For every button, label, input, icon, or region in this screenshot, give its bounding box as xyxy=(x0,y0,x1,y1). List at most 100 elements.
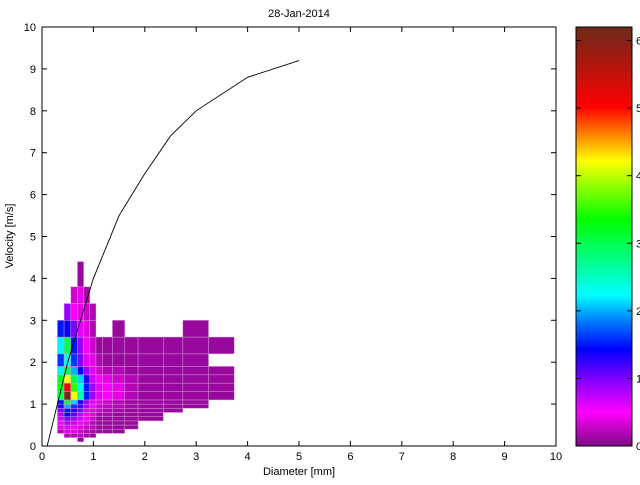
y-tick-label: 7 xyxy=(30,148,36,160)
heatmap-cell xyxy=(77,374,84,384)
heatmap-cell xyxy=(112,353,126,367)
heatmap-cell xyxy=(63,382,72,392)
heatmap-cell xyxy=(70,412,78,417)
x-axis-label: Diameter [mm] xyxy=(263,466,335,478)
heatmap-cell xyxy=(70,407,78,413)
heatmap-cell xyxy=(102,399,113,405)
heatmap-cell xyxy=(70,428,78,434)
heatmap-cell xyxy=(70,433,78,438)
heatmap-cell xyxy=(124,416,139,422)
heatmap-cell xyxy=(124,391,139,401)
heatmap-cell xyxy=(182,353,209,367)
heatmap-cell xyxy=(57,428,65,434)
heatmap-cell xyxy=(95,412,103,417)
heatmap-cell xyxy=(77,433,84,438)
heatmap-cell xyxy=(163,353,184,367)
heatmap-cell xyxy=(89,382,97,392)
heatmap-cell xyxy=(182,399,209,405)
heatmap-cell xyxy=(182,319,209,338)
colorbar-tick-label: 1000 xyxy=(636,373,640,385)
heatmap-cell xyxy=(57,336,65,355)
heatmap-cell xyxy=(63,420,72,426)
y-tick-label: 1 xyxy=(30,399,36,411)
heatmap-cell xyxy=(77,286,84,304)
heatmap-cell xyxy=(77,336,84,355)
heatmap-cell xyxy=(70,391,78,401)
heatmap-cell xyxy=(102,424,113,430)
y-tick-label: 0 xyxy=(30,441,36,453)
heatmap-cell xyxy=(89,407,97,413)
heatmap-cell xyxy=(63,319,72,338)
y-tick-label: 5 xyxy=(30,232,36,244)
heatmap-cell xyxy=(83,420,91,426)
heatmap-cell xyxy=(83,286,91,304)
heatmap-cell xyxy=(102,353,113,367)
heatmap-cell xyxy=(137,374,164,384)
heatmap-cell xyxy=(89,399,97,405)
heatmap-cell xyxy=(63,424,72,430)
x-tick-label: 2 xyxy=(142,451,148,463)
heatmap-cell xyxy=(163,366,184,376)
heatmap-cell xyxy=(112,336,126,355)
x-tick-label: 7 xyxy=(399,451,405,463)
heatmap-cell xyxy=(83,416,91,422)
fit-curve-layer xyxy=(46,60,300,447)
heatmap-cell xyxy=(83,403,91,409)
heatmap-cell xyxy=(89,412,97,417)
heatmap-cell xyxy=(163,336,184,355)
heatmap-cell xyxy=(208,382,235,392)
heatmap-cell xyxy=(124,424,139,430)
heatmap-cell xyxy=(83,374,91,384)
heatmap-cell xyxy=(102,366,113,376)
heatmap-cell xyxy=(70,303,78,321)
heatmap-cell xyxy=(137,412,164,417)
heatmap-cell xyxy=(95,416,103,422)
heatmap-cell xyxy=(112,412,126,417)
heatmap-cell xyxy=(182,391,209,401)
heatmap-cell xyxy=(137,399,164,405)
heatmap-cell xyxy=(137,336,164,355)
heatmap-cell xyxy=(112,416,126,422)
heatmap-cell xyxy=(112,424,126,430)
heatmap-cell xyxy=(89,353,97,367)
heatmap-cell xyxy=(63,403,72,409)
y-tick-label: 3 xyxy=(30,315,36,327)
heatmap-cell xyxy=(95,336,103,355)
heatmap-cell xyxy=(182,366,209,376)
colorbar-tick-label: 2000 xyxy=(636,306,640,318)
heatmap-cell xyxy=(57,424,65,430)
heatmap-cell xyxy=(83,391,91,401)
heatmap-cell xyxy=(63,374,72,384)
colorbar-tick-label: 0 xyxy=(636,441,640,453)
heatmap-cell xyxy=(63,433,72,438)
colorbar-tick-label: 3000 xyxy=(636,238,640,250)
heatmap-cell xyxy=(89,433,97,438)
heatmap-cell xyxy=(63,399,72,405)
heatmap-cell xyxy=(63,391,72,401)
heatmap-cell xyxy=(102,403,113,409)
heatmap-cell xyxy=(95,424,103,430)
x-tick-label: 4 xyxy=(245,451,251,463)
heatmap-cell xyxy=(124,382,139,392)
x-tick-label: 1 xyxy=(90,451,96,463)
heatmap-cell xyxy=(77,407,84,413)
heatmap-cell xyxy=(112,319,126,338)
chart-title: 28-Jan-2014 xyxy=(268,8,330,20)
heatmap-cell xyxy=(124,403,139,409)
heatmap-cell xyxy=(102,412,113,417)
x-tick-label: 9 xyxy=(502,451,508,463)
heatmap-cell xyxy=(102,374,113,384)
heatmap-cell xyxy=(182,382,209,392)
heatmap-cell xyxy=(89,428,97,434)
heatmap-cell xyxy=(70,399,78,405)
heatmap-cell xyxy=(163,403,184,409)
heatmap-cell xyxy=(182,336,209,355)
heatmap-cell xyxy=(89,319,97,338)
heatmap-cell xyxy=(70,420,78,426)
x-tick-label: 5 xyxy=(296,451,302,463)
heatmap-cell xyxy=(70,382,78,392)
heatmap-cell xyxy=(163,407,184,413)
y-tick-label: 2 xyxy=(30,357,36,369)
y-axis-label: Velocity [m/s] xyxy=(4,204,16,269)
heatmap-cell xyxy=(83,399,91,405)
